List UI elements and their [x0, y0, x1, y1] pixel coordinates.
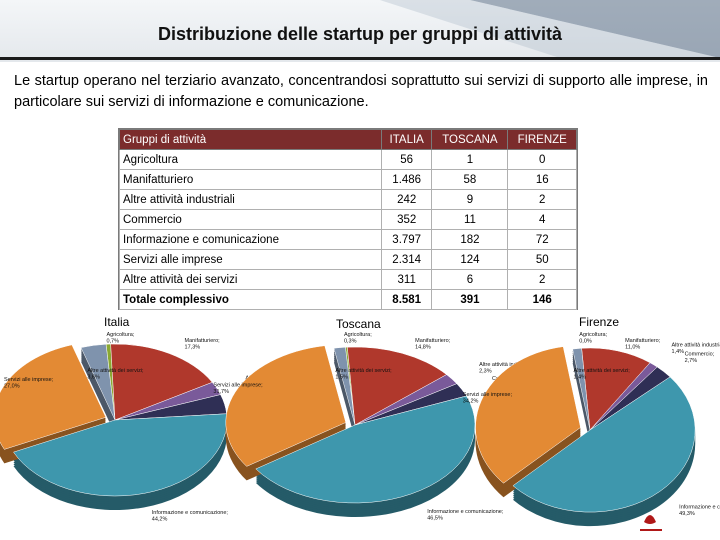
pie-data-label: Manifatturiero; 11,0%	[625, 338, 661, 351]
cell-italia: 352	[380, 209, 433, 230]
pie-slice-manifatturiero	[110, 343, 213, 421]
pie-data-label: Altre attività dei servizi; 3,6%	[87, 368, 144, 381]
pie-data-label: Altre attività dei servizi; 1,5%	[335, 368, 392, 381]
title-divider	[0, 57, 720, 60]
total-firenze: 146	[507, 289, 577, 310]
cell-firenze: 2	[507, 189, 577, 210]
pie-slice-side	[333, 361, 355, 439]
pie-slice-side	[333, 349, 355, 427]
pie-slice-altre_servizi	[333, 346, 356, 426]
total-italia: 8.581	[380, 289, 433, 310]
pie-title-toscana: Toscana	[336, 317, 381, 331]
table-row: Informazione e comunicazione 3.797 182 7…	[119, 229, 577, 250]
pie-data-label: Informazione e comunicazione; 46,5%	[427, 509, 504, 522]
pie-data-label: Altre attività industriali; 2,3%	[479, 362, 534, 375]
pie-slice-side	[333, 359, 355, 437]
pie-slice-side	[572, 354, 590, 436]
header-decoration	[380, 0, 720, 58]
pie-slice-side	[572, 362, 590, 444]
header-italia: ITALIA	[380, 129, 433, 150]
pie-title-italia: Italia	[104, 315, 130, 329]
cell-italia: 311	[380, 269, 433, 290]
pie-data-label: Informazione e comunicazione;49,3%	[679, 505, 720, 517]
pie-slice-side	[572, 360, 590, 442]
pie-data-label: Agricoltura; 0,0%	[579, 332, 607, 345]
pie-data-label: Servizi alle imprese; 31,7%	[213, 382, 263, 395]
pie-data-label: Commercio; 2,7%	[685, 351, 715, 364]
pie-toscana: Agricoltura; 0,3% Manifatturiero; 14,8% Altr…	[213, 332, 534, 522]
cell-italia: 2.314	[380, 249, 433, 270]
pie-data-label: Altre attività industriali;1,4%	[672, 343, 720, 356]
pie-slice-manifatturiero	[581, 347, 651, 431]
pie-italia: Agricoltura;0,7% Manifatturiero;17,3% Altr…	[0, 332, 301, 523]
cell-italia: 242	[380, 189, 433, 210]
pie-slice-servizi_imprese	[475, 346, 581, 484]
pie-data-label: Agricoltura; 0,3%	[344, 332, 372, 345]
logo-lily-icon	[644, 515, 656, 524]
total-toscana: 391	[431, 289, 509, 310]
pie-slice-altre_servizi	[80, 343, 116, 421]
pie-slice-informazione	[255, 395, 476, 504]
pie-slice-servizi_imprese	[0, 344, 107, 450]
pie-slice-side	[333, 351, 355, 429]
pie-slice-altre_servizi	[572, 347, 591, 431]
row-label: Manifatturiero	[119, 169, 382, 190]
table-total-row: Totale complessivo 8.581 391 146	[119, 289, 577, 310]
pie-data-label: Altre attività dei servizi; 1,4%	[574, 368, 631, 381]
total-label: Totale complessivo	[119, 289, 382, 310]
header-wedge-light	[380, 0, 720, 58]
pie-slice-side	[333, 357, 355, 435]
pie-slice-informazione	[512, 376, 696, 513]
table-row: Altre attività industriali 242 9 2	[119, 189, 577, 210]
table-row: Servizi alle imprese 2.314 124 50	[119, 249, 577, 270]
pie-slice-side	[572, 358, 590, 440]
pie-data-label: Informazione e comunicazione; 44,2%	[152, 510, 229, 523]
pie-title-firenze: Firenze	[579, 315, 620, 329]
header-wedge-dark	[470, 0, 720, 58]
row-label: Informazione e comunicazione	[119, 229, 382, 250]
pie-data-label: Servizi alle imprese; 27,0%	[4, 377, 54, 390]
pie-slice-side	[333, 355, 355, 433]
pie-data-label: Servizi alle imprese; 34,2%	[463, 392, 513, 405]
pie-slice-servizi_imprese	[225, 345, 347, 467]
pie-slice-manifatturiero	[347, 346, 448, 426]
table-row: Altre attività dei servizi 311 6 2	[119, 269, 577, 290]
activity-table-grid: Gruppi di attività ITALIA TOSCANA FIRENZ…	[119, 129, 577, 310]
slide-title: Distribuzione delle startup per gruppi d…	[157, 24, 563, 44]
pie-slice-side	[572, 352, 590, 434]
row-label: Altre attività industriali	[119, 189, 382, 210]
pie-data-label: Manifatturiero; 14,8%	[415, 338, 451, 351]
intro-text: Le startup operano nel terziario avanzat…	[14, 73, 708, 110]
chamber-logo	[640, 515, 662, 531]
pie-slice-side	[572, 350, 590, 432]
activity-table: Gruppi di attività ITALIA TOSCANA FIRENZ…	[118, 128, 578, 310]
pie-data-label: Agricoltura; 0,7%	[106, 332, 134, 345]
pie-firenze: Agricoltura; 0,0% Manifatturiero; 11,0% Altr…	[463, 332, 720, 527]
pie-slice-side	[572, 356, 590, 438]
pie-slice-side	[333, 353, 355, 431]
pie-data-label: Manifatturiero; 17,3%	[185, 338, 221, 351]
table-row: Manifatturiero 1.486 58 16	[119, 169, 577, 190]
pie-slice-informazione	[13, 413, 228, 497]
